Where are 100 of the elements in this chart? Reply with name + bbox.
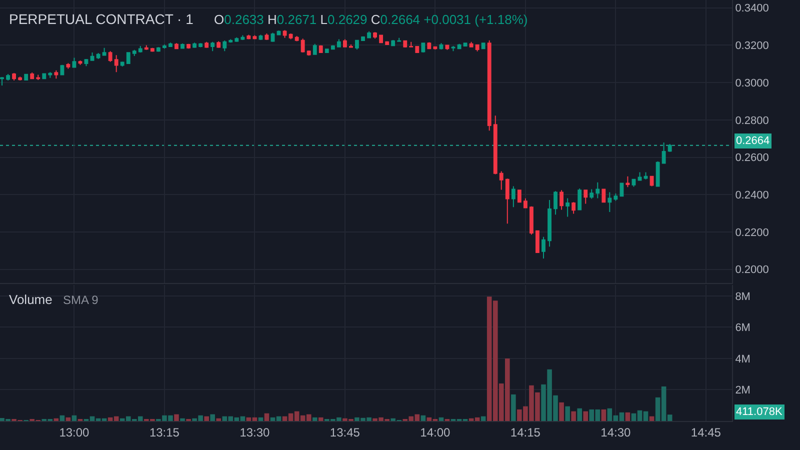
candlestick	[246, 34, 251, 40]
candlestick	[536, 230, 540, 254]
candlestick	[445, 44, 450, 50]
bar	[420, 415, 426, 421]
candlestick	[638, 172, 642, 181]
candlestick	[72, 57, 76, 68]
candlestick	[48, 72, 52, 78]
candlestick	[180, 43, 184, 50]
ref-line-label: 0.2664	[736, 135, 770, 147]
candlestick	[240, 34, 245, 40]
candlestick	[120, 61, 124, 67]
candlestick	[60, 64, 64, 76]
candlestick	[300, 38, 305, 53]
candlestick	[517, 190, 522, 204]
y-tick-label: 0.2400	[735, 189, 769, 202]
candlestick	[6, 73, 10, 82]
candlestick	[554, 190, 558, 216]
x-tick-label: 13:45	[330, 425, 360, 440]
candlestick	[234, 36, 239, 42]
text: O0.2633 H0.2671 L0.2629 C0.2664 +0.0031 (+1.18%)	[214, 12, 528, 27]
y-tick-label: 6M	[735, 322, 750, 334]
candlestick	[84, 58, 88, 67]
candlestick	[349, 44, 353, 48]
bar	[174, 414, 179, 421]
candlestick	[602, 188, 606, 203]
candlestick	[150, 47, 154, 52]
candlestick	[78, 60, 82, 66]
x-tick-label: 14:00	[420, 425, 451, 440]
candlestick	[132, 49, 136, 57]
candlestick	[228, 38, 233, 44]
candlestick	[523, 198, 528, 208]
bar	[60, 415, 65, 421]
candlestick	[530, 206, 534, 236]
candlestick	[288, 32, 293, 40]
candlestick	[126, 52, 130, 64]
candlestick	[144, 44, 148, 50]
candlestick	[108, 50, 112, 62]
candlestick	[379, 34, 384, 44]
candlestick	[542, 236, 546, 260]
candlestick	[114, 54, 118, 73]
candlestick	[18, 76, 22, 82]
bar	[72, 415, 77, 421]
bar	[216, 418, 222, 421]
text: 411.078K	[736, 406, 783, 418]
bar	[571, 411, 576, 421]
candlestick	[294, 36, 299, 42]
bar	[312, 417, 318, 421]
y-tick-label: 2M	[735, 384, 750, 397]
y-tick-label: 0.3200	[735, 40, 769, 52]
candlestick	[608, 192, 612, 213]
bar	[480, 416, 486, 421]
candlestick	[499, 170, 504, 190]
candlestick	[342, 38, 347, 48]
candlestick	[162, 44, 166, 50]
bar	[511, 394, 516, 421]
candlestick	[276, 30, 281, 36]
bar	[583, 411, 588, 421]
text: Volume	[9, 292, 52, 307]
candlestick	[198, 42, 203, 48]
candlestick	[336, 38, 341, 48]
candlestick	[505, 178, 510, 224]
bar	[577, 408, 582, 421]
x-tick-label: 14:15	[510, 425, 541, 440]
bar	[625, 412, 630, 421]
y-tick-label: 0.2200	[735, 226, 769, 239]
candlestick	[252, 34, 257, 40]
candlestick	[30, 72, 34, 80]
y-tick-label: 0.3000	[735, 77, 769, 90]
candlestick	[36, 74, 40, 80]
candlestick	[312, 43, 317, 55]
y-tick-label: 0.2000	[735, 264, 769, 276]
candlestick	[306, 50, 311, 56]
candlestick	[168, 42, 172, 48]
bar	[210, 414, 215, 421]
bar	[204, 416, 209, 421]
bar	[438, 417, 444, 421]
y-tick-label: 4M	[735, 353, 750, 366]
candlestick	[12, 72, 16, 82]
candlestick	[282, 30, 287, 38]
x-tick-label: 13:30	[240, 425, 270, 440]
candlestick	[192, 42, 196, 48]
candlestick	[102, 47, 106, 56]
candlestick	[0, 76, 4, 86]
y-tick-label: 0.2600	[735, 152, 769, 164]
candlestick	[361, 36, 365, 42]
candlestick	[487, 40, 492, 132]
candlestick	[668, 144, 672, 152]
candlestick	[54, 70, 58, 80]
candlestick	[204, 41, 209, 48]
y-tick-label: 0.2800	[735, 114, 769, 127]
candlestick	[222, 40, 227, 52]
candlestick	[626, 176, 630, 188]
candlestick	[662, 142, 666, 164]
candlestick	[156, 46, 160, 52]
candlestick	[614, 193, 618, 202]
candlestick	[270, 32, 275, 42]
candlestick	[656, 160, 660, 187]
candlestick	[433, 46, 438, 50]
x-tick-label: 13:00	[59, 425, 90, 440]
bar	[559, 402, 564, 421]
